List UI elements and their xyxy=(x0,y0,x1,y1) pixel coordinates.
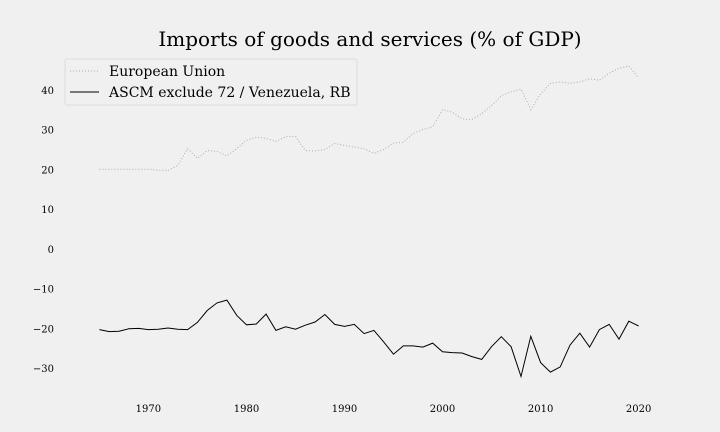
chart-title: Imports of goods and services (% of GDP) xyxy=(158,27,581,51)
x-tick-label: 1980 xyxy=(234,404,259,415)
legend-label-european-union: European Union xyxy=(109,64,225,80)
y-tick-label: 30 xyxy=(41,126,54,137)
y-tick-label: −30 xyxy=(33,364,54,375)
x-tick-label: 1990 xyxy=(332,404,357,415)
x-axis: 1970 1980 1990 2000 2010 2020 xyxy=(136,404,652,415)
series-line-venezuela xyxy=(99,299,639,379)
legend: European Union ASCM exclude 72 / Venezue… xyxy=(64,58,358,106)
y-tick-label: 20 xyxy=(41,165,54,176)
legend-box xyxy=(64,58,358,106)
plot-area xyxy=(99,65,639,379)
y-tick-label: 0 xyxy=(48,245,54,256)
y-axis: −30 −20 −10 0 10 20 30 40 xyxy=(33,86,54,375)
x-tick-label: 2020 xyxy=(626,404,651,415)
x-tick-label: 2010 xyxy=(528,404,553,415)
y-tick-label: −20 xyxy=(33,324,54,335)
x-tick-label: 2000 xyxy=(430,404,455,415)
x-tick-label: 1970 xyxy=(136,404,161,415)
y-tick-label: 40 xyxy=(41,86,54,97)
legend-label-venezuela: ASCM exclude 72 / Venezuela, RB xyxy=(108,85,351,101)
y-tick-label: −10 xyxy=(33,285,54,296)
y-tick-label: 10 xyxy=(41,205,54,216)
